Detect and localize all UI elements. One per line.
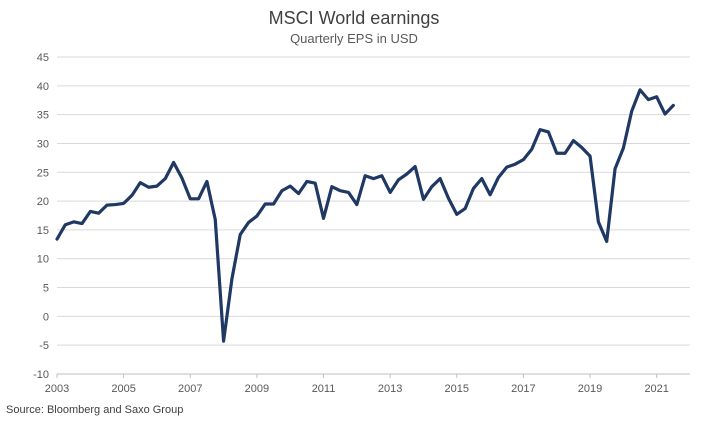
x-tick-label: 2009 (245, 383, 269, 395)
chart-subtitle: Quarterly EPS in USD (290, 31, 418, 46)
y-tick-label: 10 (37, 254, 49, 266)
y-tick-label: -5 (39, 340, 49, 352)
y-tick-label: 25 (37, 167, 49, 179)
x-tick-label: 2017 (511, 383, 535, 395)
x-tick-label: 2007 (178, 383, 202, 395)
x-tick-label: 2013 (378, 383, 402, 395)
y-tick-label: 35 (37, 110, 49, 122)
gridlines (57, 56, 690, 375)
x-tick-label: 2003 (45, 383, 69, 395)
y-tick-label: -10 (33, 369, 49, 381)
y-tick-label: 5 (43, 283, 49, 295)
y-tick-label: 15 (37, 225, 49, 237)
chart-title: MSCI World earnings (268, 8, 440, 28)
series-layer (55, 88, 675, 343)
x-tick-label: 2005 (111, 383, 135, 395)
source-note: Source: Bloomberg and Saxo Group (6, 404, 184, 416)
y-axis: -10 -5 0 5 10 15 20 25 30 35 40 45 (33, 52, 49, 381)
y-tick-label: 30 (37, 138, 49, 150)
y-tick-label: 0 (43, 311, 49, 323)
y-tick-label: 20 (37, 196, 49, 208)
x-tick-label: 2015 (445, 383, 469, 395)
x-tick-label: 2021 (644, 383, 668, 395)
x-tick-label: 2011 (312, 383, 336, 395)
y-tick-label: 45 (37, 52, 49, 64)
x-tick-label: 2019 (578, 383, 602, 395)
series-line (55, 88, 675, 343)
y-tick-label: 40 (37, 81, 49, 93)
x-axis: 2003 2005 2007 2009 2011 2013 2015 2017 2019 2021 (45, 373, 690, 395)
